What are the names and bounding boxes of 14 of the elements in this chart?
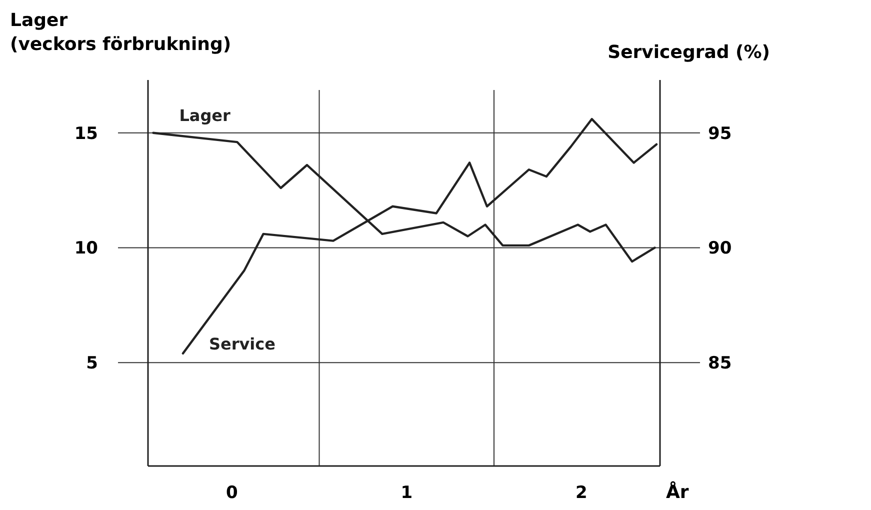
y-tick-label: 5 xyxy=(86,354,98,374)
x-axis-title: År xyxy=(666,481,689,503)
x-tick-label: 2 xyxy=(575,483,588,503)
y2-tick-label: 95 xyxy=(708,124,732,144)
y-tick-label: 15 xyxy=(74,124,98,144)
y-axis-title: Lager (veckors förbrukning) xyxy=(10,10,232,55)
y2-tick-label: 90 xyxy=(708,238,732,259)
series-label: Lager xyxy=(179,106,231,125)
y2-tick-label: 85 xyxy=(708,354,732,374)
series-label: Service xyxy=(208,334,276,354)
y2-axis-title: Servicegrad (%) xyxy=(608,42,770,63)
x-tick-label: 0 xyxy=(226,483,238,503)
y-tick-label: 10 xyxy=(74,238,98,259)
x-tick-label: 1 xyxy=(400,483,413,503)
